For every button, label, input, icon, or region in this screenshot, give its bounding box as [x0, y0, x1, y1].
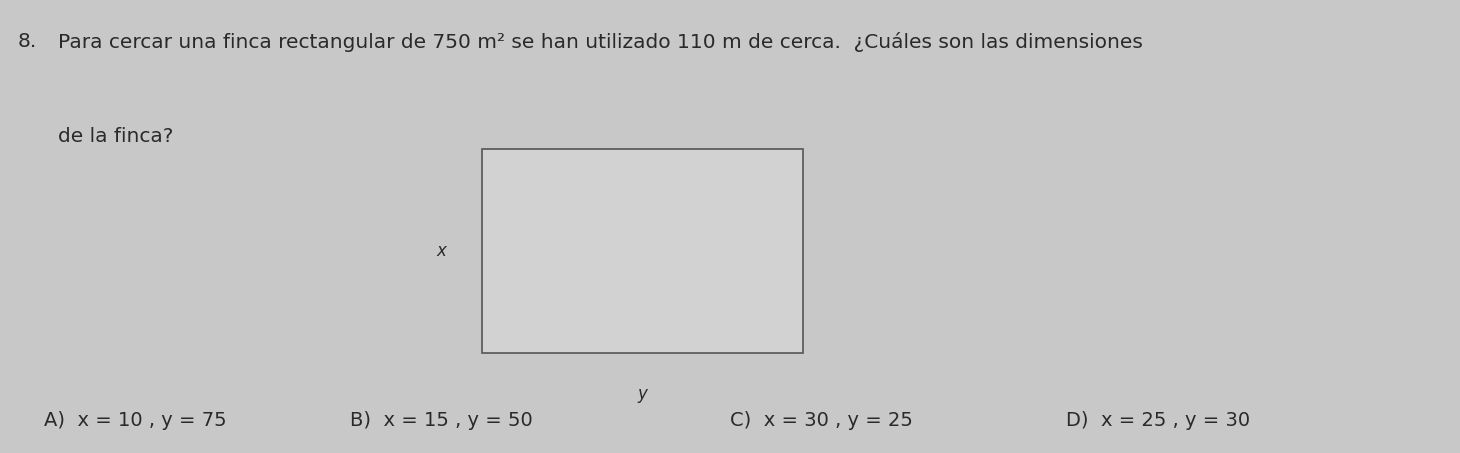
Text: x: x — [437, 242, 445, 260]
Text: 8.: 8. — [18, 32, 36, 51]
Text: Para cercar una finca rectangular de 750 m² se han utilizado 110 m de cerca.  ¿C: Para cercar una finca rectangular de 750… — [58, 32, 1143, 52]
Bar — [482, 149, 803, 353]
Text: A)  x = 10 , y = 75: A) x = 10 , y = 75 — [44, 411, 226, 430]
Text: D)  x = 25 , y = 30: D) x = 25 , y = 30 — [1066, 411, 1250, 430]
Text: B)  x = 15 , y = 50: B) x = 15 , y = 50 — [350, 411, 533, 430]
Text: C)  x = 30 , y = 25: C) x = 30 , y = 25 — [730, 411, 912, 430]
Text: de la finca?: de la finca? — [58, 127, 174, 146]
Text: y: y — [638, 385, 647, 403]
